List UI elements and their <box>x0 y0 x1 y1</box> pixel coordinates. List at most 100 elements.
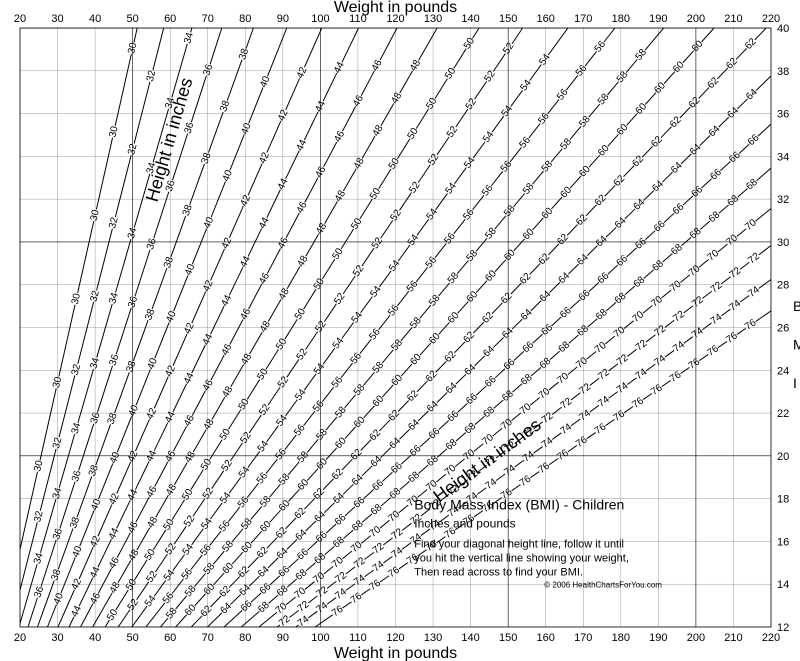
height-isoline-label: 44 <box>332 60 347 75</box>
height-isoline <box>476 386 486 395</box>
height-isoline-label: 56 <box>442 231 458 247</box>
height-isoline <box>681 154 691 164</box>
height-isoline-label: 70 <box>612 324 628 340</box>
height-isoline-label: 48 <box>164 482 179 498</box>
height-isoline <box>192 228 206 264</box>
height-isoline-label: 40 <box>221 168 236 183</box>
height-isoline <box>512 384 522 392</box>
height-isoline <box>399 193 411 211</box>
height-isoline <box>491 171 502 186</box>
height-isoline-label: 48 <box>220 384 235 400</box>
height-isoline <box>718 341 727 347</box>
height-isoline-label: 44 <box>313 99 328 114</box>
height-isoline <box>346 567 355 574</box>
height-isoline-label: 34 <box>51 486 65 500</box>
height-isoline <box>532 171 543 184</box>
height-isoline-label: 52 <box>351 263 367 279</box>
height-isoline <box>551 197 562 209</box>
height-isoline <box>548 244 558 255</box>
height-isoline-label: 72 <box>540 410 556 426</box>
height-isoline-label: 56 <box>236 494 252 510</box>
height-isoline <box>326 448 337 460</box>
height-isoline <box>97 304 112 358</box>
height-isoline <box>514 351 524 360</box>
height-isoline <box>419 465 429 473</box>
height-isoline <box>755 28 766 40</box>
height-isoline-label: 50 <box>124 577 139 593</box>
height-isoline <box>756 208 771 221</box>
height-isoline-label: 74 <box>315 600 331 616</box>
height-isoline <box>702 291 711 298</box>
height-isoline-label: 56 <box>480 183 496 199</box>
height-isoline <box>247 379 259 399</box>
height-isoline-label: 58 <box>483 226 499 242</box>
height-isoline <box>590 378 599 385</box>
height-isoline-label: 34 <box>126 226 140 240</box>
height-isoline <box>342 28 359 62</box>
height-isoline-label: 58 <box>296 449 312 465</box>
height-isoline-label: 44 <box>163 410 178 425</box>
height-isoline <box>568 264 578 274</box>
height-isoline <box>398 400 408 411</box>
height-isoline <box>587 246 597 256</box>
height-isoline-label: 58 <box>202 561 218 577</box>
height-isoline-label: 54 <box>518 77 534 93</box>
height-isoline <box>379 169 391 189</box>
height-isoline-label: 54 <box>500 103 516 119</box>
height-isoline <box>211 306 225 334</box>
height-isoline <box>382 385 393 397</box>
height-isoline <box>437 137 449 155</box>
height-isoline-label: 46 <box>332 129 347 144</box>
height-isoline-label: 76 <box>668 369 684 385</box>
height-isoline-label: 58 <box>314 427 330 443</box>
height-isoline-label: 74 <box>333 586 349 602</box>
height-isoline <box>606 227 616 237</box>
height-isoline <box>307 439 318 452</box>
height-isoline <box>756 168 771 181</box>
x-tick-top: 60 <box>164 13 176 25</box>
height-isoline <box>228 410 240 430</box>
height-isoline <box>455 342 465 353</box>
height-isoline <box>133 320 148 361</box>
height-isoline-label: 50 <box>443 66 458 82</box>
height-isoline <box>304 411 315 426</box>
y-tick-right: 20 <box>777 451 789 463</box>
height-isoline-label: 58 <box>540 158 556 174</box>
height-isoline-label: 46 <box>88 591 103 606</box>
height-isoline-label: 56 <box>217 518 233 534</box>
height-isoline-label: 74 <box>596 394 612 410</box>
height-isoline <box>365 570 374 577</box>
height-isoline <box>117 462 131 494</box>
height-isoline <box>381 103 394 125</box>
height-isoline-label: 70 <box>537 386 553 402</box>
y-tick-right: 12 <box>777 622 789 634</box>
height-isoline <box>399 429 409 439</box>
height-isoline <box>116 239 131 293</box>
height-isoline <box>627 349 636 356</box>
height-isoline <box>589 282 599 291</box>
height-isoline <box>379 420 389 431</box>
height-isoline-label: 54 <box>349 310 365 326</box>
height-isoline <box>307 469 318 481</box>
height-isoline <box>381 498 391 506</box>
height-isoline-label: 56 <box>292 422 308 438</box>
height-isoline <box>248 228 262 256</box>
height-isoline-label: 70 <box>349 539 365 555</box>
height-isoline-label: 50 <box>406 126 421 142</box>
height-isoline-label: 74 <box>671 339 687 355</box>
height-isoline <box>551 149 562 162</box>
height-isoline <box>267 121 281 153</box>
height-isoline-label: 70 <box>555 370 571 386</box>
height-isoline-label: 58 <box>239 516 255 532</box>
height-isoline-label: 38 <box>218 99 232 114</box>
x-tick-top: 40 <box>89 13 101 25</box>
height-isoline-label: 72 <box>390 526 406 542</box>
height-isoline <box>229 267 243 295</box>
height-isoline <box>609 392 618 399</box>
height-isoline <box>230 443 242 461</box>
height-isoline <box>78 221 94 293</box>
height-isoline-label: 34 <box>32 551 46 565</box>
x-tick-bottom: 180 <box>612 632 630 644</box>
y-tick-right: 40 <box>777 23 789 35</box>
height-isoline <box>534 447 543 454</box>
